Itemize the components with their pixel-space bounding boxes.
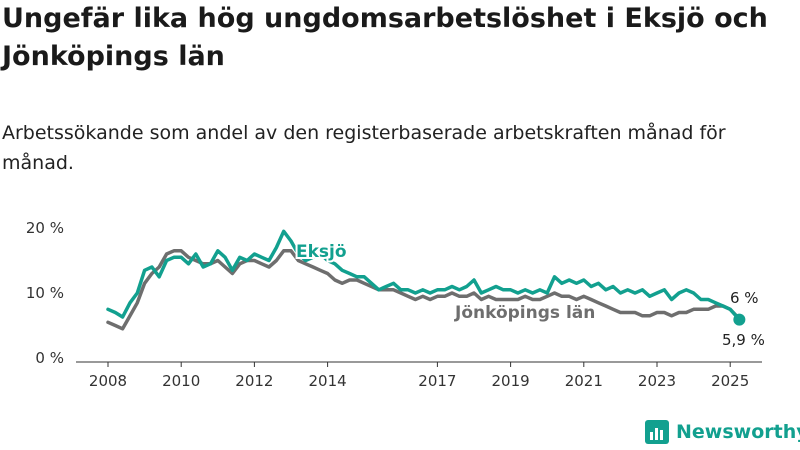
x-tick-label: 2012 (235, 372, 273, 390)
y-axis: 0 % 10 % 20 % (26, 219, 64, 367)
series-line-eksjo (106, 229, 742, 322)
newsworthy-logo: Newsworthy (644, 419, 800, 445)
chart-subtitle: Arbetssökande som andel av den registerb… (2, 122, 726, 174)
end-value-label-eksjo: 5,9 % (722, 331, 765, 349)
x-tick-label: 2019 (492, 372, 530, 390)
x-tick-label: 2014 (309, 372, 347, 390)
x-tick-label: 2008 (89, 372, 127, 390)
end-value-label-lan: 6 % (730, 289, 759, 307)
y-tick-label: 20 % (26, 219, 64, 237)
y-tick-label: 0 % (35, 349, 64, 367)
x-axis: 2008 2010 2012 2014 2017 2019 2021 2023 2025 (76, 361, 762, 390)
x-tick-label: 2021 (565, 372, 603, 390)
newsworthy-icon (645, 420, 669, 444)
x-tick-label: 2010 (162, 372, 200, 390)
line-chart: 0 % 10 % 20 % 2008 2010 2012 2014 2017 2019 2021… (26, 219, 765, 390)
x-tick-label: 2017 (418, 372, 456, 390)
chart-title: Ungefär lika hög ungdomsarbetslöshet i E… (2, 3, 768, 72)
end-point-eksjo (733, 313, 746, 326)
series-layer (106, 229, 746, 331)
series-label-eksjo: Eksjö (296, 242, 347, 262)
brand-name: Newsworthy (676, 421, 800, 443)
x-tick-label: 2025 (711, 372, 749, 390)
series-label-jonkopings-lan: Jönköpings län (454, 303, 595, 323)
y-tick-label: 10 % (26, 284, 64, 302)
x-tick-label: 2023 (638, 372, 676, 390)
